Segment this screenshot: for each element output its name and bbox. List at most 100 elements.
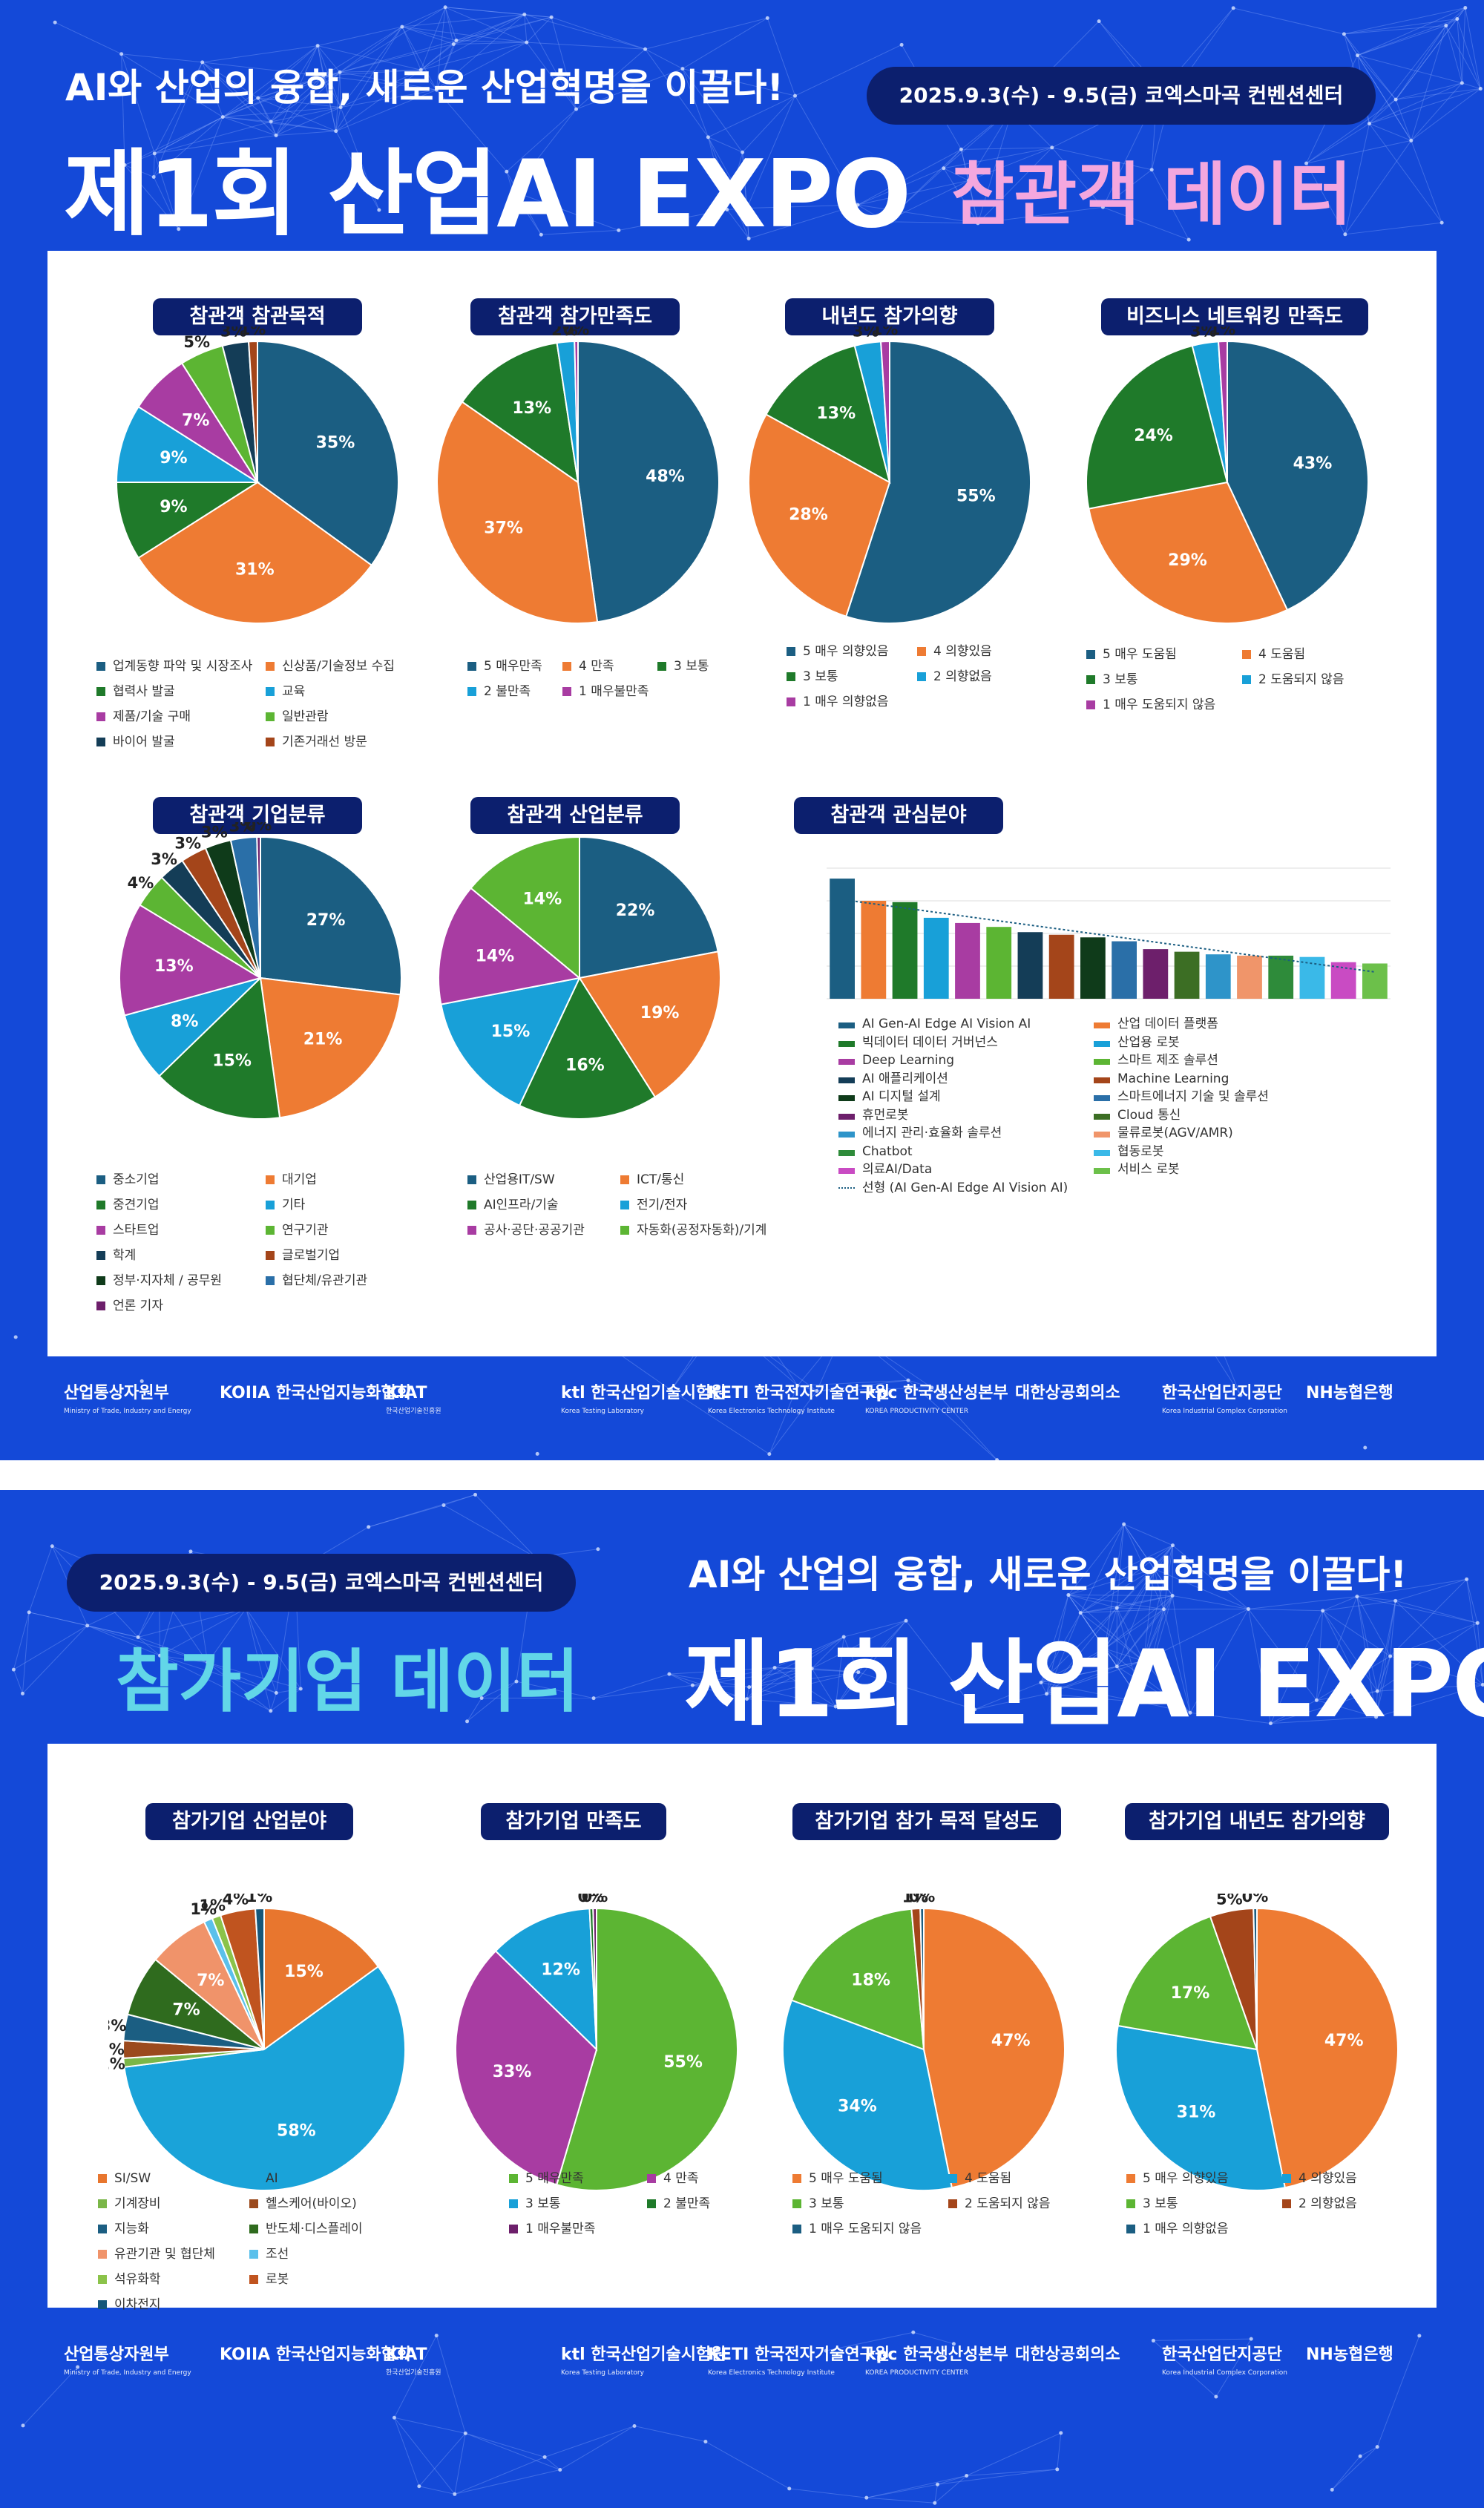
legend-label: 이차전지 — [114, 2297, 161, 2312]
section-subtitle: 참관객 데이터 — [951, 155, 1352, 234]
legend-label: 업계동향 파악 및 시장조사 — [113, 659, 253, 674]
legend-swatch — [96, 1226, 105, 1235]
pie-slice-3-보통 — [765, 344, 891, 484]
sponsor-logo-6: kpc 한국생산성본부 KOREA PRODUCTIVITY CENTER — [865, 1380, 1008, 1416]
pie-slice-1-매우불만족 — [574, 340, 579, 483]
pie-slice-업계동향-파악-및-시장조사 — [257, 340, 399, 567]
legend-label: 학계 — [113, 1248, 137, 1263]
expo-title: 제1회 산업AI EXPO — [64, 139, 911, 249]
pie-label-ict-통신: 19% — [640, 1004, 680, 1022]
pie-slice-4-의향있음 — [1115, 2024, 1286, 2191]
legend-label: 일반관람 — [282, 709, 329, 724]
sponsor-logo-1: 산업통상자원부 Ministry of Trade, Industry and E… — [64, 1380, 191, 1416]
pie-chart: 55% 28% 13% 3%1% — [748, 326, 1031, 624]
trendline — [841, 899, 1376, 973]
pie-label-업계동향-파악-및-시장조사: 35% — [316, 434, 355, 453]
legend-item: 4 도움됨 — [948, 2170, 1011, 2187]
legend-item: Deep Learning — [838, 1051, 954, 1069]
legend-item: AI Gen-AI Edge AI Vision AI — [838, 1015, 1031, 1033]
legend-swatch — [838, 1095, 855, 1101]
pie-label-2-도움되지-않음: 1% — [902, 1894, 929, 1905]
pie-slice-ai인프라-기술 — [518, 976, 657, 1120]
tagline: AI와 산업의 융합, 새로운 산업혁명을 이끌다! — [65, 66, 784, 109]
pie-label-석유화학: 1% — [199, 1897, 226, 1914]
legend-label: 2 불만족 — [484, 684, 531, 699]
legend-item: 4 의향있음 — [917, 643, 992, 660]
date-venue-pill: 2025.9.3(수) - 9.5(금) 코엑스마곡 컨벤션센터 — [67, 1554, 576, 1612]
pie-slice-기존거래선-방문 — [248, 340, 258, 483]
legend-swatch — [838, 1149, 855, 1156]
bar-산업-데이터-플랫폼 — [861, 901, 887, 999]
legend-label: 산업용 로봇 — [1117, 1034, 1180, 1050]
legend-item: 5 매우 도움됨 — [792, 2170, 883, 2187]
legend-label: 협력사 발굴 — [113, 684, 175, 699]
pie-slice-산업용it-sw — [579, 836, 719, 979]
legend-swatch — [98, 2275, 107, 2284]
pie-slice-5-매우만족 — [556, 1907, 738, 2191]
legend-label: 석유화학 — [114, 2272, 161, 2287]
legend-item: 5 매우 의향있음 — [787, 643, 888, 660]
legend-label: 산업 데이터 플랫폼 — [1117, 1017, 1218, 1031]
sponsor-name: 한국산업단지공단 — [1162, 2345, 1282, 2364]
pie-slice-4-도움됨 — [782, 1999, 953, 2191]
sponsor-name: 한국산업단지공단 — [1162, 1384, 1282, 1402]
pie-slice-3-보통 — [790, 1908, 925, 2051]
sponsor-name: ktl 한국산업기술시험원 — [561, 2345, 726, 2364]
legend-item: AI 애플리케이션 — [838, 1070, 948, 1088]
legend-swatch — [838, 1040, 855, 1047]
legend-label: 서비스 로봇 — [1117, 1162, 1180, 1177]
legend-swatch — [787, 697, 795, 706]
sponsor-name: KIAT — [386, 2345, 427, 2364]
legend-item: 중견기업 — [96, 1196, 160, 1214]
pie-label-산업용it-sw: 22% — [616, 902, 655, 920]
legend-swatch — [1094, 1149, 1110, 1156]
legend-label: 공사·공단·공공기관 — [484, 1223, 585, 1238]
legend-swatch — [620, 1226, 629, 1235]
legend-label: 1 매우 의향없음 — [1143, 2222, 1229, 2236]
legend-swatch — [838, 1132, 855, 1138]
legend-swatch — [467, 1226, 476, 1235]
legend-item: 3 보통 — [1126, 2195, 1178, 2213]
legend-swatch — [266, 738, 275, 746]
pie-slice-4-의향있음 — [748, 413, 891, 617]
legend-label: 1 매우 도움되지 않음 — [1103, 697, 1216, 712]
section-divider — [0, 1460, 1484, 1490]
legend-item: 헬스케어(바이오) — [249, 2195, 357, 2213]
pie-label-전기-전자: 15% — [491, 1022, 531, 1041]
legend-item: 빅데이터 데이터 거버넌스 — [838, 1034, 998, 1051]
legend-label: 스마트에너지 기술 및 솔루션 — [1117, 1089, 1269, 1104]
sponsor-name: KETI 한국전자기술연구원 — [708, 1384, 890, 1402]
pie-label-유관기관-및-협단체: 7% — [197, 1972, 224, 1990]
legend-label: SI/SW — [114, 2171, 151, 2186]
pie-label-대기업: 21% — [303, 1031, 343, 1049]
legend-swatch — [1282, 2199, 1291, 2208]
legend-swatch — [1094, 1077, 1110, 1083]
pie-slice-기타 — [123, 977, 261, 1077]
legend-swatch — [838, 1168, 855, 1174]
pie-chart: 47% 34% 18% 1%0% — [782, 1894, 1066, 2191]
legend-swatch — [917, 647, 926, 656]
sponsor-name: ktl 한국산업기술시험원 — [561, 1384, 726, 1402]
bar-협동로봇 — [1299, 956, 1325, 999]
legend-item: ICT/통신 — [620, 1171, 684, 1189]
pie-slice-대기업 — [259, 976, 401, 1119]
pie-label-일반관람: 5% — [183, 333, 210, 351]
legend-item: 3 보통 — [792, 2195, 844, 2213]
sponsor-logo-7: 대한상공회의소 — [1015, 1380, 1120, 1407]
legend-swatch — [838, 1022, 855, 1028]
legend-item: 공사·공단·공공기관 — [467, 1221, 585, 1239]
legend-swatch — [96, 1251, 105, 1260]
pie-label-3-보통: 12% — [541, 1961, 580, 1980]
sponsor-logo-3: KIAT 한국산업기술진흥원 — [386, 1380, 441, 1416]
legend-item: 석유화학 — [98, 2271, 161, 2288]
bar-휴먼로봇 — [1143, 949, 1169, 999]
pie-slice-4-도움됨 — [1088, 481, 1289, 624]
chart-title: 비즈니스 네트워킹 만족도 — [1101, 298, 1368, 335]
pie-label-1-매우-도움되지-않음: 1% — [1209, 326, 1236, 338]
legend-swatch — [266, 1175, 275, 1184]
sponsor-subtitle: Korea Industrial Complex Corporation — [1162, 2369, 1287, 2377]
pie-label-5-매우-도움됨: 47% — [991, 2032, 1031, 2050]
legend-label: 연구기관 — [282, 1223, 329, 1238]
pie-label-2-의향없음: 5% — [1216, 1894, 1243, 1908]
pie-label-4-의향있음: 31% — [1177, 2104, 1216, 2122]
